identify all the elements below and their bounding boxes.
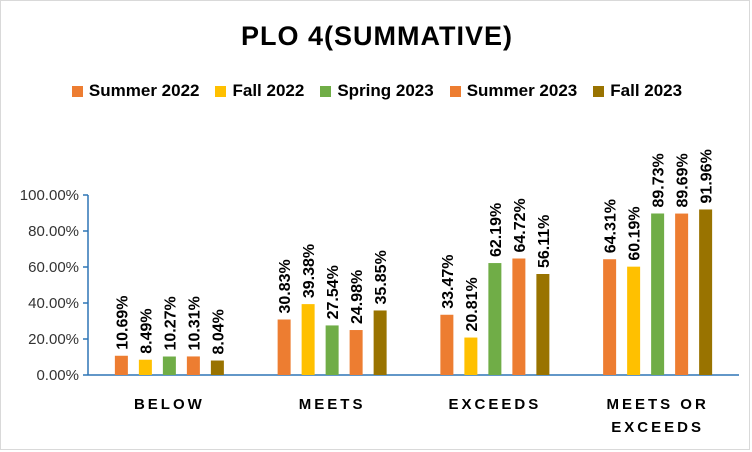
y-tick-label: 40.00% [28,295,79,312]
bar [114,355,128,375]
chart-title: PLO 4(SUMMATIVE) [241,21,513,51]
data-label: 64.72% [512,198,529,252]
category-label: EXCEEDS [449,396,542,413]
legend-item-2: Spring 2023 [320,81,434,101]
bar [651,213,665,375]
data-label: 10.31% [186,296,203,350]
data-label: 30.83% [277,259,294,313]
data-label: 91.96% [699,149,716,203]
data-label: 20.81% [464,277,481,331]
bar [464,337,478,375]
bar [138,359,152,375]
bar [440,314,454,375]
data-label: 89.69% [675,153,692,207]
bar [488,263,502,375]
bar [675,213,689,375]
data-label: 10.69% [114,295,131,349]
data-label: 39.38% [301,244,318,298]
bar [277,319,291,375]
bar [512,258,526,375]
category-label: MEETS [299,396,366,413]
legend-item-3: Summer 2023 [449,81,578,101]
data-label: 62.19% [488,203,505,257]
bar [627,266,641,375]
y-tick-label: 80.00% [28,223,79,240]
legend-item-1: Fall 2022 [215,81,304,101]
data-label: 27.54% [325,265,342,319]
category-label: EXCEEDS [611,419,704,436]
bar [325,325,339,375]
y-tick-label: 20.00% [28,331,79,348]
data-label: 89.73% [651,153,668,207]
bar [536,274,550,375]
legend-label: Spring 2023 [337,81,434,100]
legend-label: Fall 2023 [610,81,683,100]
legend-label: Summer 2023 [466,81,578,100]
data-label: 33.47% [440,254,457,308]
legend-swatch [215,85,227,97]
bar [210,360,224,375]
data-label: 24.98% [349,270,366,324]
bar [603,259,617,375]
legend-item-0: Summer 2022 [71,81,200,101]
y-tick-label: 60.00% [28,259,79,276]
legend: Summer 2022 Fall 2022 Spring 2023 Summer 20… [1,81,752,101]
bar [301,304,315,375]
y-tick-label: 0.00% [36,367,79,384]
data-label: 56.11% [536,215,553,268]
legend-label: Summer 2022 [88,81,200,100]
legend-swatch [71,85,83,97]
legend-swatch [593,85,605,97]
legend-swatch [320,85,332,97]
y-tick-label: 100.00% [20,187,79,204]
data-label: 60.19% [627,206,644,260]
data-label: 10.27% [162,296,179,350]
legend-label: Fall 2022 [232,81,305,100]
legend-swatch [449,85,461,97]
data-label: 35.85% [373,250,390,304]
data-label: 64.31% [603,199,620,253]
category-label: MEETS OR [606,396,708,413]
bar [349,330,363,375]
legend-item-4: Fall 2023 [593,81,682,101]
bar [162,356,176,375]
bar [373,310,387,375]
bar [186,356,200,375]
data-label: 8.04% [210,309,227,354]
category-label: BELOW [134,396,205,413]
data-label: 8.49% [138,308,155,353]
bar [699,209,713,375]
